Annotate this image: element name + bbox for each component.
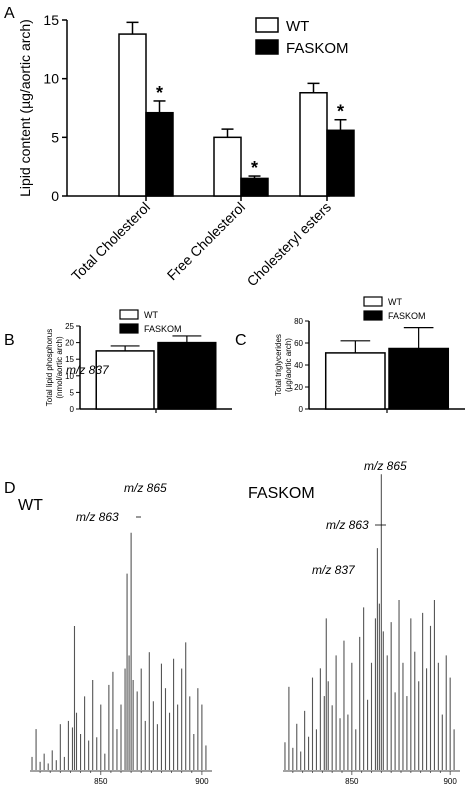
y-axis-label: (µg/aortic arch) (284, 338, 293, 392)
x-tick-label: 900 (195, 777, 209, 785)
y-tick-label: 0 (299, 405, 304, 414)
y-tick-label: 15 (65, 355, 74, 364)
y-tick-label: 20 (65, 339, 74, 348)
bar (213, 136, 242, 197)
x-tick-label: Total Cholesterol (68, 199, 153, 284)
x-tick-label: 900 (443, 777, 457, 785)
bar (324, 352, 386, 410)
panel-label-d: D (4, 480, 16, 497)
significance-mark: * (251, 158, 258, 178)
chart-b: 0 5 10 15 20 25 Total lipid phosphorus (nmol/ao… (45, 309, 232, 414)
legend-swatch (363, 310, 383, 321)
chart-c: 0 20 40 60 80 Total triglycerides (µg/aortic a… (274, 296, 465, 414)
y-axis-label: Total triglycerides (274, 334, 283, 396)
bar (388, 347, 450, 410)
y-axis-label: Total lipid phosphorus (45, 329, 54, 406)
legend-swatch (119, 323, 139, 334)
peak-annotation: m/z 863 (76, 510, 119, 524)
x-tick-label: 850 (94, 777, 108, 785)
significance-mark: * (156, 83, 163, 103)
legend-swatch (255, 39, 279, 55)
y-tick-label: 5 (51, 129, 59, 145)
y-tick-label: 10 (65, 372, 74, 381)
legend-label: FASKOM (144, 324, 182, 334)
peak-annotation: m/z 865 (364, 459, 407, 473)
peak-annotation: m/z 863 (326, 518, 369, 532)
spectrum-faskom: FASKOM 850 900 m/z 837 m/z 863 m/z 865 (248, 459, 460, 785)
bar (157, 341, 217, 410)
legend-label: WT (388, 297, 402, 307)
y-tick-label: 80 (294, 317, 303, 326)
panel-label-b: B (4, 332, 15, 349)
y-tick-label: 15 (43, 12, 59, 28)
bar (326, 129, 355, 197)
legend-swatch (119, 309, 139, 320)
bar (95, 350, 155, 410)
panel-label-c: C (235, 332, 247, 349)
x-tick-label: Free Cholesterol (164, 199, 248, 283)
legend-swatch (363, 296, 383, 307)
y-axis-label: (nmol/aortic arch) (55, 336, 64, 399)
spectrum-wt: WT 850 900 m/z 837 m/z 863 m/z 865 (18, 363, 212, 785)
y-tick-label: 0 (51, 188, 59, 204)
bar (240, 177, 269, 197)
peak-annotation: m/z 865 (124, 481, 167, 495)
bar (145, 111, 174, 197)
y-tick-label: 10 (43, 71, 59, 87)
y-tick-label: 0 (70, 405, 75, 414)
y-tick-label: 40 (294, 361, 303, 370)
bar (299, 91, 328, 197)
y-tick-label: 20 (294, 383, 303, 392)
x-tick-label: 850 (345, 777, 359, 785)
legend-label: WT (144, 310, 158, 320)
legend-swatch (255, 17, 279, 33)
peak-annotation: m/z 837 (66, 363, 110, 377)
spectrum-title: WT (18, 497, 43, 514)
y-axis-label: Lipid content (µg/aortic arch) (17, 19, 33, 197)
peak-annotation: m/z 837 (312, 563, 356, 577)
panel-label-a: A (4, 5, 15, 22)
legend-label: FASKOM (286, 40, 349, 57)
spectrum-title: FASKOM (248, 485, 315, 502)
y-tick-label: 5 (70, 388, 75, 397)
chart-a: 0 5 10 15 Lipid content (µg/aortic arch) * Tot… (17, 12, 355, 290)
x-tick-label: Cholesteryl esters (244, 199, 335, 290)
legend-label: FASKOM (388, 311, 426, 321)
legend-label: WT (286, 18, 309, 35)
y-tick-label: 25 (65, 322, 74, 331)
y-tick-label: 60 (294, 339, 303, 348)
bar (118, 33, 147, 197)
significance-mark: * (337, 102, 344, 122)
